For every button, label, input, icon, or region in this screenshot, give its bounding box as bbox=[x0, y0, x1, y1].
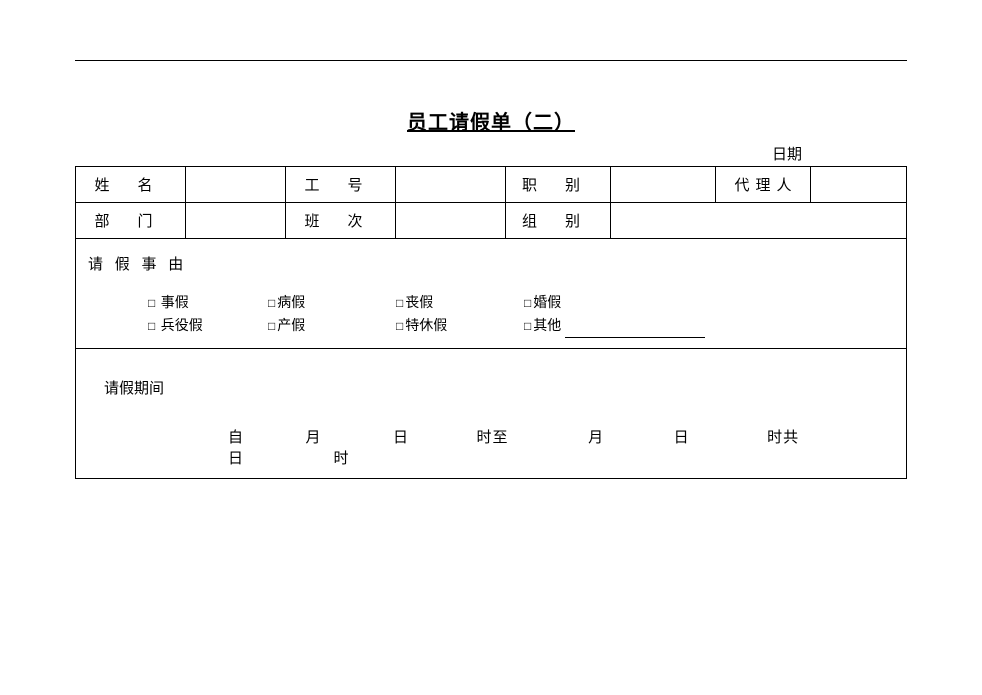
leave-period-cell: 请假期间 自 月 日 时至 月 日 时共 日 bbox=[76, 349, 907, 479]
top-divider bbox=[75, 60, 907, 61]
period-day3: 日 bbox=[228, 447, 244, 468]
checkbox-annual-leave[interactable]: □特休假 bbox=[396, 315, 524, 338]
name-value[interactable] bbox=[186, 167, 286, 203]
checkbox-sick-leave[interactable]: □病假 bbox=[268, 292, 396, 315]
agent-value[interactable] bbox=[811, 167, 907, 203]
leave-period-row: 请假期间 自 月 日 时至 月 日 时共 日 bbox=[76, 349, 907, 479]
page-container: 员工请假单（二） 日期 姓名 工号 职别 代理人 部门 bbox=[0, 0, 982, 479]
dept-label: 部门 bbox=[76, 203, 186, 239]
checkbox-marriage-leave[interactable]: □婚假 bbox=[524, 292, 644, 315]
checkbox-personal-leave[interactable]: □ 事假 bbox=[148, 292, 268, 315]
period-day2: 日 bbox=[674, 426, 690, 447]
group-label: 组别 bbox=[506, 203, 611, 239]
checkbox-other-leave[interactable]: □其他 bbox=[524, 315, 705, 338]
agent-label: 代理人 bbox=[716, 167, 811, 203]
shift-value[interactable] bbox=[396, 203, 506, 239]
leave-reason-row: 请 假 事 由 □ 事假 □病假 □丧假 □婚假 □ 兵役假 □产假 □特休假 … bbox=[76, 239, 907, 349]
period-time-total: 时共 bbox=[767, 426, 799, 447]
checkbox-icon: □ bbox=[148, 319, 155, 333]
date-label: 日期 bbox=[75, 143, 907, 164]
checkbox-row-1: □ 事假 □病假 □丧假 □婚假 bbox=[148, 292, 894, 315]
dept-value[interactable] bbox=[186, 203, 286, 239]
checkbox-military-leave[interactable]: □ 兵役假 bbox=[148, 315, 268, 338]
checkbox-icon: □ bbox=[524, 319, 531, 333]
header-row-2: 部门 班次 组别 bbox=[76, 203, 907, 239]
name-label: 姓名 bbox=[76, 167, 186, 203]
group-value[interactable] bbox=[611, 203, 907, 239]
empno-label: 工号 bbox=[286, 167, 396, 203]
period-month2: 月 bbox=[588, 426, 604, 447]
leave-form-table: 姓名 工号 职别 代理人 部门 班次 bbox=[75, 166, 907, 479]
leave-period-line: 自 月 日 时至 月 日 时共 日 时 bbox=[88, 398, 894, 468]
leave-reason-cell: 请 假 事 由 □ 事假 □病假 □丧假 □婚假 □ 兵役假 □产假 □特休假 … bbox=[76, 239, 907, 349]
checkbox-maternity-leave[interactable]: □产假 bbox=[268, 315, 396, 338]
other-leave-underline[interactable] bbox=[565, 337, 705, 338]
position-label: 职别 bbox=[506, 167, 611, 203]
period-day: 日 bbox=[393, 426, 409, 447]
checkbox-icon: □ bbox=[396, 296, 403, 310]
empno-value[interactable] bbox=[396, 167, 506, 203]
checkbox-icon: □ bbox=[396, 319, 403, 333]
period-month: 月 bbox=[306, 426, 322, 447]
form-title: 员工请假单（二） bbox=[75, 106, 907, 135]
checkbox-icon: □ bbox=[268, 296, 275, 310]
leave-period-label: 请假期间 bbox=[88, 359, 894, 398]
checkbox-icon: □ bbox=[524, 296, 531, 310]
period-time-to: 时至 bbox=[477, 426, 509, 447]
shift-label: 班次 bbox=[286, 203, 396, 239]
period-from: 自 bbox=[228, 426, 244, 447]
header-row-1: 姓名 工号 职别 代理人 bbox=[76, 167, 907, 203]
leave-reason-label: 请 假 事 由 bbox=[88, 253, 894, 274]
checkbox-row-2: □ 兵役假 □产假 □特休假 □其他 bbox=[148, 315, 894, 338]
checkbox-icon: □ bbox=[148, 296, 155, 310]
checkbox-icon: □ bbox=[268, 319, 275, 333]
period-time3: 时 bbox=[334, 447, 350, 468]
position-value[interactable] bbox=[611, 167, 716, 203]
checkbox-group: □ 事假 □病假 □丧假 □婚假 □ 兵役假 □产假 □特休假 □其他 bbox=[88, 292, 894, 338]
checkbox-bereavement-leave[interactable]: □丧假 bbox=[396, 292, 524, 315]
